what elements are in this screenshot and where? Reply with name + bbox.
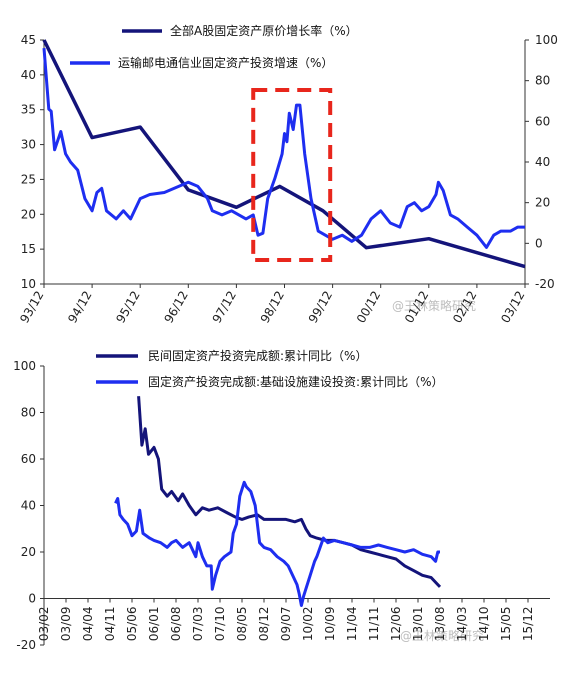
x-tick-label: 09/07 (279, 607, 293, 642)
y-tick-label: 20 (21, 545, 36, 559)
x-tick-label: 11/11 (367, 607, 381, 642)
x-tick-label: 97/12 (210, 289, 239, 326)
chart-2: 民间固定资产投资完成额:累计同比（%） 固定资产投资完成额:基础设施建设投资:累… (0, 340, 581, 680)
series-line-0 (137, 396, 442, 588)
y-tick-label: -20 (16, 638, 36, 652)
x-tick-label: 07/10 (213, 607, 227, 642)
watermark: @王林策略研究 (400, 628, 484, 643)
x-tick-label: 04/11 (103, 607, 117, 642)
x-tick-label: 03/02 (37, 607, 51, 642)
right-tick-label: 80 (535, 74, 550, 88)
x-tick-label: 13/08 (433, 607, 447, 642)
left-tick-label: 40 (21, 68, 36, 82)
legend-label-infrastructure-investment: 固定资产投资完成额:基础设施建设投资:累计同比（%） (148, 374, 444, 389)
left-tick-label: 25 (21, 172, 36, 186)
right-tick-label: 60 (535, 114, 550, 128)
chart-2-svg: 民间固定资产投资完成额:累计同比（%） 固定资产投资完成额:基础设施建设投资:累… (13, 348, 550, 652)
left-tick-label: 10 (21, 277, 36, 291)
x-tick-label: 15/12 (521, 607, 535, 642)
series-line-1 (42, 47, 525, 249)
x-tick-label: 06/01 (147, 607, 161, 642)
x-tick-label: 95/12 (113, 289, 142, 326)
x-tick-label: 00/12 (354, 289, 383, 326)
x-tick-label: 14/03 (455, 607, 469, 642)
chart-1: 全部A股固定资产原价增长率（%） 运输邮电通信业固定资产投资增速（%） @王林策… (0, 0, 581, 340)
left-tick-label: 35 (21, 103, 36, 117)
watermark: @王林策略研究 (392, 298, 476, 313)
x-tick-label: 08/12 (257, 607, 271, 642)
series-line-0 (42, 39, 526, 269)
legend-label-private-investment: 民间固定资产投资完成额:累计同比（%） (148, 348, 367, 363)
right-tick-label: 40 (535, 155, 550, 169)
right-tick-label: 20 (535, 196, 550, 210)
x-tick-label: 03/09 (59, 607, 73, 642)
x-tick-label: 05/06 (125, 607, 139, 642)
y-tick-label: 60 (21, 452, 36, 466)
x-tick-label: 94/12 (65, 289, 94, 326)
left-tick-label: 20 (21, 207, 36, 221)
y-tick-label: 100 (13, 359, 36, 373)
right-tick-label: 0 (535, 236, 543, 250)
series-line-1 (114, 480, 440, 607)
legend-label-transport-investment: 运输邮电通信业固定资产投资增速（%） (118, 55, 333, 70)
x-tick-label: 14/10 (477, 607, 491, 642)
right-tick-label: -20 (535, 277, 555, 291)
x-tick-label: 96/12 (161, 289, 190, 326)
x-tick-label: 04/04 (81, 607, 95, 642)
x-tick-label: 99/12 (306, 289, 335, 326)
left-tick-label: 15 (21, 242, 36, 256)
x-tick-label: 93/12 (17, 289, 46, 326)
x-tick-label: 08/05 (235, 607, 249, 642)
left-tick-label: 30 (21, 138, 36, 152)
x-tick-label: 07/03 (191, 607, 205, 642)
chart-1-svg: 全部A股固定资产原价增长率（%） 运输邮电通信业固定资产投资增速（%） @王林策… (17, 23, 558, 326)
right-tick-label: 100 (535, 33, 558, 47)
chart-1-legend: 全部A股固定资产原价增长率（%） 运输邮电通信业固定资产投资增速（%） (70, 23, 358, 70)
x-tick-label: 06/08 (169, 607, 183, 642)
x-tick-label: 10/09 (323, 607, 337, 642)
y-tick-label: 80 (21, 406, 36, 420)
x-tick-label: 11/04 (345, 607, 359, 642)
chart-2-legend: 民间固定资产投资完成额:累计同比（%） 固定资产投资完成额:基础设施建设投资:累… (96, 348, 444, 389)
x-tick-label: 15/05 (499, 607, 513, 642)
legend-label-fixed-asset-growth: 全部A股固定资产原价增长率（%） (170, 23, 358, 38)
x-tick-label: 10/02 (301, 607, 315, 642)
x-tick-label: 98/12 (258, 289, 287, 326)
x-tick-label: 12/06 (389, 607, 403, 642)
y-tick-label: 0 (28, 592, 36, 606)
y-tick-label: 40 (21, 499, 36, 513)
x-tick-label: 03/12 (498, 289, 527, 326)
highlight-box (251, 88, 333, 262)
left-tick-label: 45 (21, 33, 36, 47)
x-tick-label: 13/01 (411, 607, 425, 642)
